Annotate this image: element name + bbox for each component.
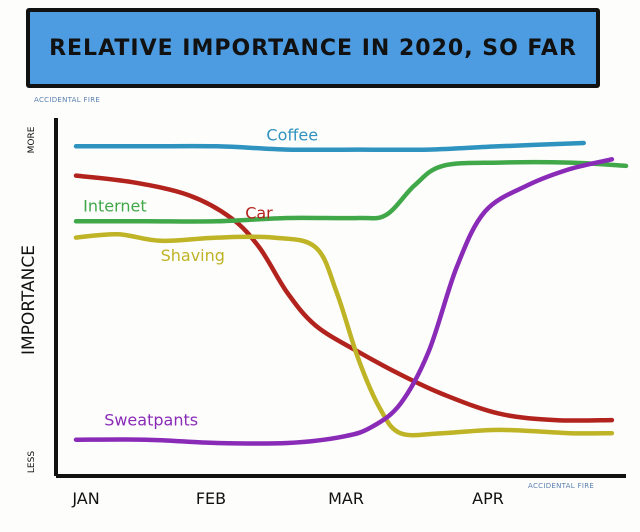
series-line-car [73, 173, 615, 423]
series-label-sweatpants: Sweatpants [104, 411, 198, 430]
series-label-internet: Internet [83, 196, 147, 215]
x-tick-labels: JAN FEB MAR APR [71, 489, 504, 508]
series-labels: Coffee Car Internet Shaving Sweatpants [83, 126, 318, 430]
series-line-coffee [73, 140, 586, 153]
series-label-shaving: Shaving [161, 246, 225, 265]
series-label-coffee: Coffee [266, 126, 318, 145]
series-layer [73, 140, 629, 446]
series-line-shaving [73, 232, 615, 438]
chart-title-box: RELATIVE IMPORTANCE IN 2020, SO FAR [26, 8, 600, 88]
y-axis-label: IMPORTANCE [19, 245, 39, 355]
x-tick-label-mar: MAR [328, 489, 364, 508]
series-label-car: Car [245, 204, 273, 223]
watermark-bottom: ACCIDENTAL FIRE [528, 482, 595, 490]
series-line-internet [73, 159, 629, 224]
watermark-top: ACCIDENTAL FIRE [34, 96, 101, 104]
series-line-sweatpants [73, 157, 615, 446]
y-axis-more-label: MORE [27, 126, 37, 153]
x-tick-label-feb: FEB [196, 489, 226, 508]
x-tick-label-apr: APR [472, 489, 504, 508]
y-axis-less-label: LESS [27, 451, 37, 473]
chart-title: RELATIVE IMPORTANCE IN 2020, SO FAR [49, 35, 577, 61]
x-tick-label-jan: JAN [71, 489, 99, 508]
